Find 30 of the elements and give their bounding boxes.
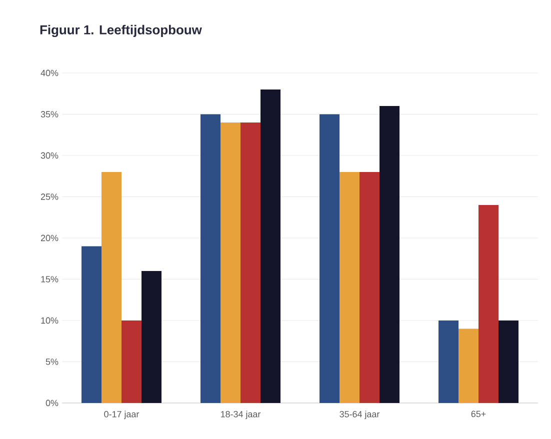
bar: [102, 172, 122, 403]
bar: [142, 270, 162, 403]
y-tick-label: 30%: [40, 152, 58, 159]
chart-title: Figuur 1. Leeftijdsopbouw: [40, 24, 202, 38]
bar: [360, 172, 380, 403]
bar: [320, 114, 340, 403]
x-tick-label: 65+: [471, 410, 486, 418]
bar: [240, 122, 261, 403]
y-tick-label: 0%: [46, 400, 58, 406]
y-tick-label: 20%: [40, 234, 58, 242]
bar: [82, 246, 102, 403]
y-tick-label: 40%: [40, 70, 58, 76]
bar: [498, 320, 519, 403]
y-tick-label: 5%: [46, 358, 58, 365]
bar: [438, 320, 459, 403]
bar: [220, 122, 241, 403]
bar: [340, 172, 360, 403]
bar: [200, 114, 221, 403]
x-tick-label: 18-34 jaar: [221, 410, 261, 420]
y-tick-label: 25%: [40, 194, 58, 200]
x-tick-label: 0-17 jaar: [104, 410, 140, 420]
bar: [260, 89, 281, 403]
x-tick-label: 35-64 jaar: [340, 410, 380, 420]
bar: [458, 328, 479, 403]
y-tick-label: 10%: [41, 317, 58, 324]
bar: [478, 204, 499, 403]
y-tick-label: 15%: [41, 276, 58, 282]
bar: [380, 106, 400, 403]
bar: [122, 320, 142, 403]
y-tick-label: 35%: [40, 111, 58, 118]
